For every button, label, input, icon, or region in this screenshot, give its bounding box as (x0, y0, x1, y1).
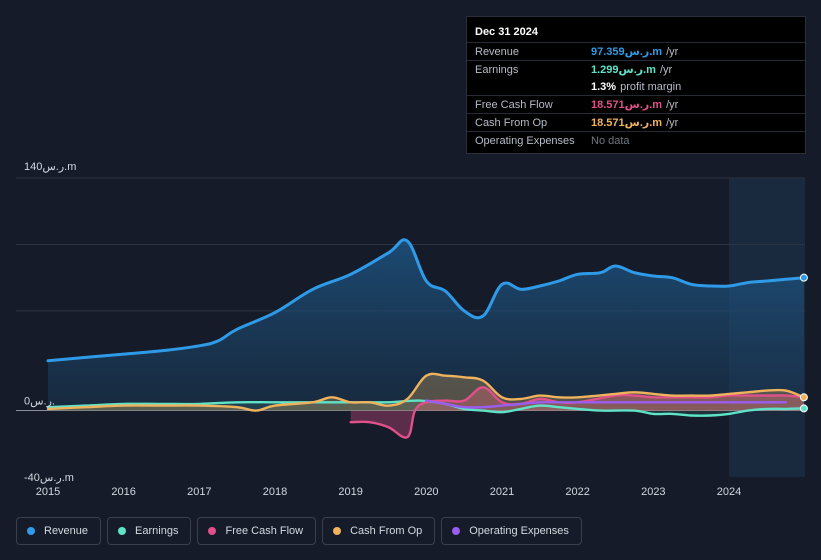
tooltip-row: Free Cash Flow 18.571ر.س.m/yr (467, 95, 805, 113)
legend-label: Revenue (44, 525, 89, 537)
legend-item-cash-from-op[interactable]: Cash From Op (322, 517, 436, 545)
x-axis-tick-label: 2020 (414, 486, 438, 498)
x-axis-tick-label: 2017 (187, 486, 211, 498)
y-axis-label-top: 140ر.س.m (24, 161, 76, 173)
revenue-line (46, 238, 806, 363)
x-axis-tick-label: 2022 (565, 486, 589, 498)
chart-area: 140ر.س.m 0ر.س. -40ر.س.m 2015 2016 2017 2018 201… (16, 161, 808, 498)
tooltip-row-suffix: /yr (666, 45, 679, 58)
legend-label: Earnings (135, 525, 179, 537)
free-cash-flow-area (350, 387, 804, 438)
legend-item-free-cash-flow[interactable]: Free Cash Flow (197, 517, 317, 545)
tooltip-row-value: 1.299ر.س.m (591, 64, 656, 76)
tooltip-row-label: Cash From Op (475, 116, 548, 129)
earnings-area (48, 400, 804, 416)
x-axis-tick-label: 2019 (338, 486, 362, 498)
tooltip-row-value: 97.359ر.س.m (591, 46, 663, 58)
tooltip-row-value: 18.571ر.س.m (591, 117, 663, 129)
legend-dot-icon (333, 527, 342, 535)
tooltip-row-suffix: /yr (659, 63, 673, 76)
tooltip-row-label: Free Cash Flow (475, 98, 553, 111)
tooltip-row: 1.3% profit margin (467, 78, 805, 95)
tooltip-date: Dec 31 2024 (475, 26, 538, 38)
tooltip-row-value: 1.3% (591, 80, 617, 93)
legend-label: Cash From Op (350, 525, 423, 537)
tooltip-row: Cash From Op 18.571ر.س.m/yr (467, 113, 805, 131)
tooltip-panel: Dec 31 2024 Revenue 97.359ر.س.m/yr Earning… (466, 16, 806, 154)
legend-item-earnings[interactable]: Earnings (107, 517, 192, 545)
earnings-line (46, 399, 806, 417)
tooltip-row: Revenue 97.359ر.س.m/yr (467, 42, 805, 60)
operating-expenses-line (425, 399, 787, 409)
legend-item-revenue[interactable]: Revenue (16, 517, 102, 545)
x-axis-tick-label: 2015 (36, 486, 60, 498)
y-axis-label-bottom: -40ر.س.m (24, 472, 74, 484)
legend-label: Operating Expenses (469, 525, 569, 537)
x-axis-tick-label: 2016 (111, 486, 135, 498)
tooltip-row-suffix: /yr (666, 116, 679, 129)
tooltip-row-suffix: /yr (666, 98, 679, 111)
tooltip-row-label: Revenue (475, 45, 520, 58)
legend: Revenue Earnings Free Cash Flow Cash From O… (16, 517, 582, 545)
cash-from-op-line (46, 372, 806, 412)
x-axis-tick-label: 2024 (717, 486, 741, 498)
revenue-area (48, 239, 804, 411)
tooltip-row-value: No data (591, 134, 630, 147)
revenue-end-marker (799, 273, 808, 282)
legend-dot-icon (27, 527, 35, 535)
legend-label: Free Cash Flow (225, 525, 304, 537)
x-axis-tick-label: 2021 (490, 486, 514, 498)
tooltip-row: Operating Expenses No data (467, 131, 805, 149)
tooltip-row-suffix: profit margin (620, 80, 682, 93)
legend-dot-icon (452, 527, 461, 535)
tooltip-row-label: Earnings (475, 63, 519, 76)
cash-from-op-end-marker (799, 393, 808, 402)
tooltip-row-label: Operating Expenses (475, 134, 575, 147)
x-axis-tick-label: 2018 (263, 486, 287, 498)
legend-dot-icon (208, 527, 217, 535)
x-axis-tick-label: 2023 (641, 486, 665, 498)
tooltip-row-value: 18.571ر.س.m (591, 99, 663, 111)
legend-dot-icon (118, 527, 127, 535)
y-axis-label-zero: 0ر.س. (24, 396, 55, 408)
earnings-end-marker (799, 404, 808, 413)
tooltip-row: Earnings 1.299ر.س.m/yr (467, 60, 805, 78)
legend-item-operating-expenses[interactable]: Operating Expenses (441, 517, 582, 545)
